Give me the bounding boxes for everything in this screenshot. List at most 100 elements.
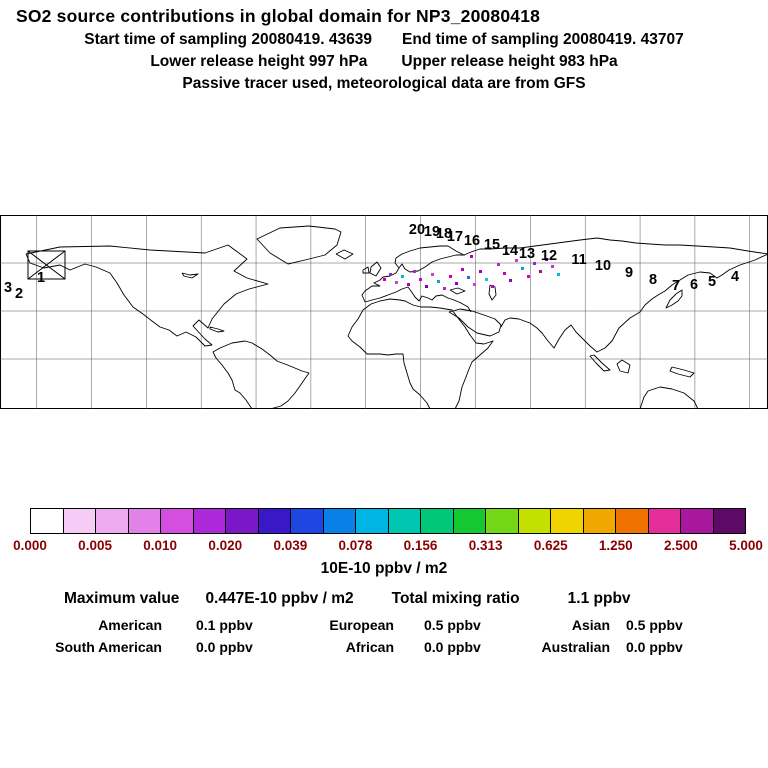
region-name: African (345, 639, 394, 655)
coastline (256, 225, 342, 265)
colorbar-segment (226, 509, 259, 533)
sampling-time-line: Start time of sampling 20080419. 43639 E… (0, 31, 768, 49)
concentration-pixel (383, 278, 386, 281)
region-value: 0.5 ppbv (424, 617, 481, 633)
coastline (181, 272, 199, 279)
concentration-pixel (413, 270, 416, 273)
concentration-pixel (485, 278, 488, 281)
colorbar-tick-label: 0.039 (273, 538, 308, 553)
max-value-label: Maximum value (64, 590, 180, 607)
concentration-pixel (551, 265, 554, 268)
concentration-pixel (533, 262, 536, 265)
colorbar-units: 10E-10 ppbv / m2 (320, 560, 448, 577)
coastline (449, 287, 466, 295)
concentration-pixel (419, 278, 422, 281)
colorbar-segment (193, 509, 226, 533)
region-value: 0.1 ppbv (196, 617, 253, 633)
region-value: 0.0 ppbv (196, 639, 253, 655)
upper-release-text: Upper release height 983 hPa (401, 53, 618, 70)
coastline (394, 245, 448, 269)
colorbar-segment (518, 509, 551, 533)
colorbar-tick-label: 0.156 (403, 538, 438, 553)
coastline (369, 261, 382, 277)
concentration-pixel (401, 275, 404, 278)
region-contributions-row-2: South American 0.0 ppbv African 0.0 ppbv Aus… (0, 639, 768, 655)
concentration-pixel (557, 273, 560, 276)
concentration-pixel (461, 268, 464, 271)
coastline (448, 308, 502, 337)
total-mixing-value: 1.1 ppbv (567, 590, 631, 607)
trajectory-hour-label: 19 (424, 224, 440, 240)
trajectory-hour-label: 18 (436, 226, 452, 242)
region-value: 0.0 ppbv (424, 639, 481, 655)
concentration-pixel (443, 287, 446, 290)
concentration-pixel (545, 258, 548, 261)
colorbar-segment (486, 509, 519, 533)
colorbar-segment (258, 509, 291, 533)
colorbar-segment (31, 509, 64, 533)
coastline (335, 249, 354, 260)
trajectory-hour-label: 4 (731, 269, 739, 285)
colorbar-segment (291, 509, 324, 533)
coastline (669, 366, 695, 378)
colorbar-tick-label: 0.313 (468, 538, 503, 553)
coastline (589, 354, 611, 372)
concentration-pixel (479, 270, 482, 273)
trajectory-hour-label: 2 (15, 286, 23, 302)
end-time-text: End time of sampling 20080419. 43707 (402, 31, 684, 48)
trajectory-hour-label: 5 (708, 274, 716, 290)
colorbar (30, 508, 746, 534)
colorbar-tick-labels: 0.000 0.005 0.010 0.020 0.039 0.078 0.156 0.313… (0, 538, 768, 555)
release-height-line: Lower release height 997 hPa Upper relea… (0, 53, 768, 71)
colorbar-segment (616, 509, 649, 533)
tracer-note-line: Passive tracer used, meteorological data… (0, 75, 768, 93)
colorbar-tick-label: 0.020 (208, 538, 243, 553)
lower-release-text: Lower release height 997 hPa (150, 53, 368, 70)
coastline (347, 298, 494, 410)
concentration-pixel (505, 252, 508, 255)
trajectory-hour-label: 16 (464, 233, 480, 249)
coastline (209, 326, 225, 333)
concentration-pixel (449, 275, 452, 278)
coastline (362, 266, 370, 274)
region-name: South American (55, 639, 162, 655)
colorbar-segment (96, 509, 129, 533)
world-map-panel: 20 19 18 17 16 15 14 13 12 11 10 9 8 7 6 5 4 3 2 1 (0, 215, 768, 410)
region-name: Australian (541, 639, 610, 655)
coastline (488, 284, 497, 301)
plot-title: SO2 source contributions in global domai… (16, 6, 541, 26)
concentration-pixel (503, 272, 506, 275)
concentration-pixel (437, 280, 440, 283)
trajectory-hour-label: 1 (37, 270, 45, 286)
colorbar-segment (356, 509, 389, 533)
concentration-pixel (455, 282, 458, 285)
concentration-pixel (491, 285, 494, 288)
concentration-pixel (470, 255, 473, 258)
concentration-pixel (521, 267, 524, 270)
colorbar-segment (421, 509, 454, 533)
trajectory-hour-label: 3 (4, 280, 12, 296)
total-mixing-label: Total mixing ratio (391, 590, 520, 607)
colorbar-tick-label: 5.000 (729, 538, 763, 553)
source-box-diagonal (27, 250, 66, 280)
colorbar-segment (713, 509, 745, 533)
concentration-pixel (473, 283, 476, 286)
colorbar-segment (161, 509, 194, 533)
concentration-pixel (425, 285, 428, 288)
region-contributions-row-1: American 0.1 ppbv European 0.5 ppbv Asian 0.5… (0, 617, 768, 633)
colorbar-segment (63, 509, 96, 533)
coastline (212, 340, 310, 410)
colorbar-tick-label: 0.000 (13, 538, 47, 553)
summary-line: Maximum value 0.447E-10 ppbv / m2 Total … (64, 590, 631, 608)
concentration-pixel (515, 259, 518, 262)
colorbar-segment (388, 509, 421, 533)
trajectory-hour-label: 8 (649, 272, 657, 288)
coastline (616, 359, 631, 374)
colorbar-tick-label: 0.078 (338, 538, 373, 553)
trajectory-hour-label: 6 (690, 277, 698, 293)
colorbar-tick-label: 0.625 (533, 538, 568, 553)
region-name: European (329, 617, 394, 633)
colorbar-segment (453, 509, 486, 533)
colorbar-segment (551, 509, 584, 533)
